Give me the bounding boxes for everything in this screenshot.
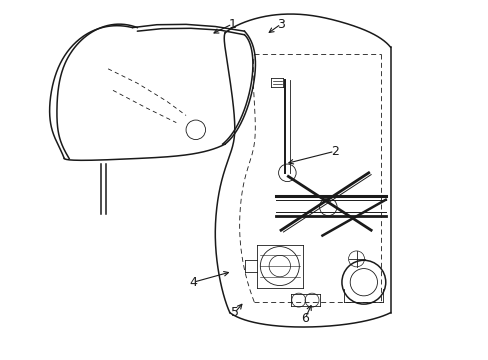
Text: 4: 4 xyxy=(189,276,197,289)
Text: 2: 2 xyxy=(330,145,338,158)
Text: 1: 1 xyxy=(228,18,236,31)
Text: 3: 3 xyxy=(277,18,285,31)
Text: 5: 5 xyxy=(230,306,238,319)
Text: 6: 6 xyxy=(301,311,309,325)
